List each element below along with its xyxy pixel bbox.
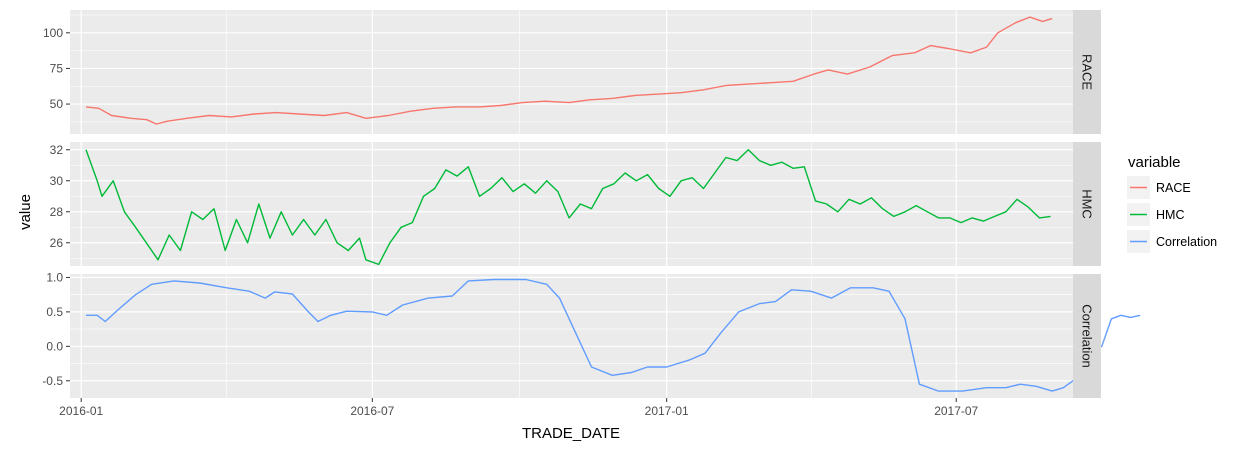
y-axis-title: value: [17, 194, 34, 230]
legend-title: variable: [1128, 154, 1181, 171]
x-tick-label: 2017-07: [934, 404, 978, 418]
x-axis: 2016-01 2016-07 2017-01 2017-07: [59, 398, 979, 418]
legend-label-correlation: Correlation: [1156, 235, 1217, 249]
x-tick-label: 2016-01: [59, 404, 103, 418]
facet-panel-hmc: 26 28 30 32 HMC: [50, 142, 1101, 266]
legend-label-race: RACE: [1156, 181, 1191, 195]
x-tick-label: 2016-07: [350, 404, 394, 418]
facet-panel-correlation: -0.5 0.0 0.5 1.0 Correlation: [42, 270, 1141, 398]
y-tick-label: 100: [43, 26, 63, 40]
y-tick-label: 26: [50, 236, 64, 250]
facet-strip: [1073, 274, 1101, 398]
legend-label-hmc: HMC: [1156, 208, 1184, 222]
panel-background: [70, 274, 1073, 398]
y-tick-label: 75: [50, 61, 64, 75]
legend: variable RACE HMC Correlation: [1127, 154, 1217, 253]
y-tick-label: 50: [50, 97, 64, 111]
y-tick-label: 28: [50, 205, 64, 219]
series-line-race: [85, 16, 1053, 125]
facet-strip-label: Correlation: [1080, 304, 1095, 368]
y-tick-label: -0.5: [42, 374, 63, 388]
facet-strip-label: HMC: [1080, 189, 1095, 219]
facet-strip: [1073, 142, 1101, 266]
x-axis-title: TRADE_DATE: [522, 425, 620, 442]
series-line-hmc: [85, 149, 1051, 266]
panel-background: [70, 142, 1073, 266]
facet-panel-race: 50 75 100 RACE: [43, 10, 1101, 134]
panel-background: [70, 10, 1073, 134]
y-tick-label: 0.0: [46, 339, 63, 353]
y-tick-label: 1.0: [46, 270, 63, 284]
series-line-correlation: [86, 278, 1141, 392]
y-tick-label: 0.5: [46, 305, 63, 319]
y-tick-label: 30: [50, 174, 64, 188]
y-tick-label: 32: [50, 143, 64, 157]
facet-strip: [1073, 10, 1101, 134]
x-tick-label: 2017-01: [645, 404, 689, 418]
facet-strip-label: RACE: [1080, 54, 1095, 90]
panels-layer: 50 75 100 RACE 26 28 30 32 HMC -0.5 0.0 0.5 1.0 Corre…: [42, 10, 1141, 398]
